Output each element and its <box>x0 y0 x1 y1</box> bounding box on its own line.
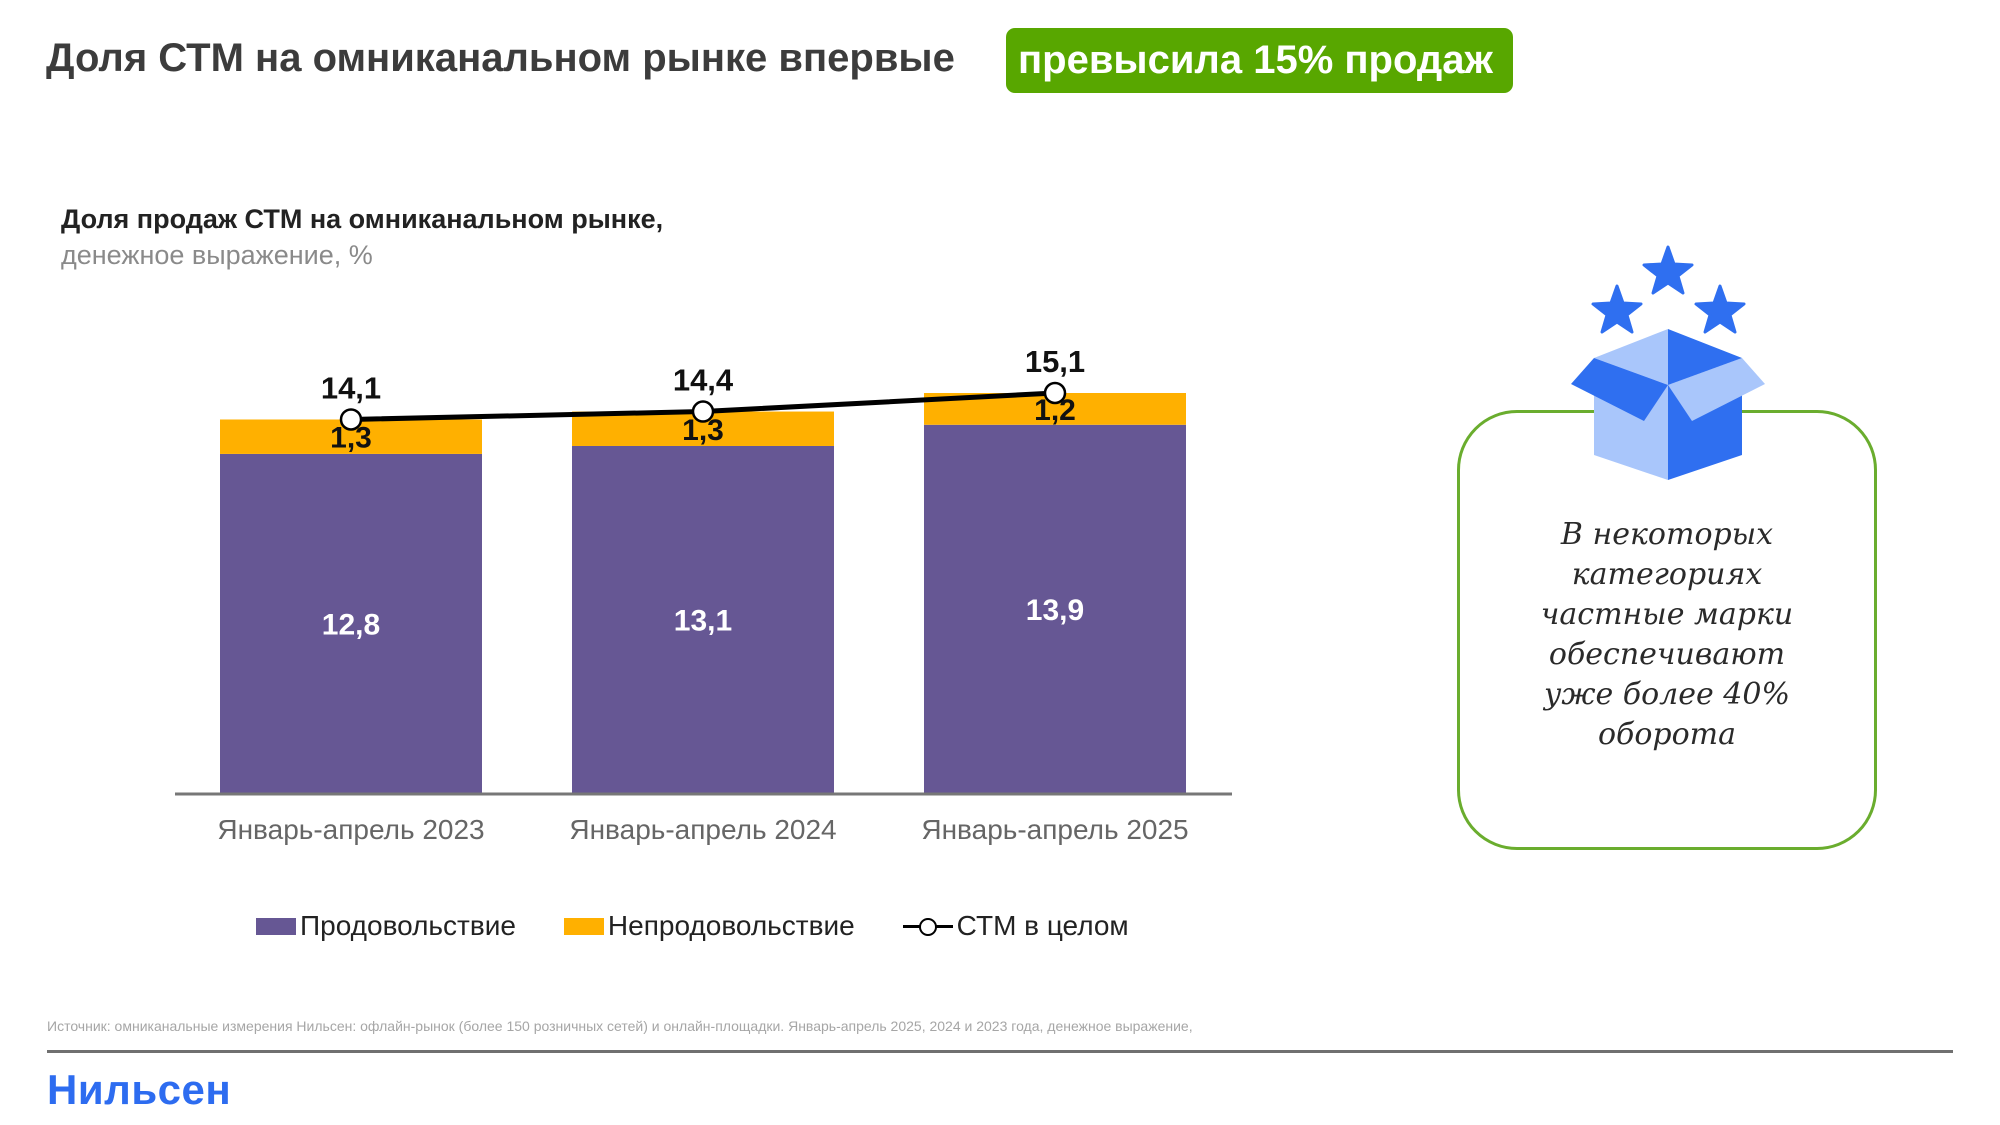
highlight-badge: превысила 15% продаж <box>1006 28 1513 93</box>
callout-line: уже более 40% <box>1544 677 1790 712</box>
star-icon <box>1694 284 1746 334</box>
legend-item-nonfood: Непродовольствие <box>563 910 855 942</box>
legend-item-total: СТМ в целом <box>902 910 1129 942</box>
data-label-nonfood: 1,3 <box>682 414 724 447</box>
legend-item-food: Продовольствие <box>256 910 516 942</box>
chart-subtitle: денежное выражение, % <box>61 240 373 270</box>
data-label-total: 14,4 <box>673 363 734 398</box>
x-tick-label: Январь-апрель 2025 <box>921 814 1188 845</box>
total-marker <box>339 408 363 431</box>
data-label-nonfood: 1,2 <box>1034 394 1076 427</box>
legend-swatch-nonfood <box>563 917 604 935</box>
callout-line: В некоторых <box>1560 517 1774 552</box>
data-label-total: 14,1 <box>321 370 381 405</box>
data-label-total: 15,1 <box>1025 344 1085 379</box>
legend-line-marker-icon <box>902 916 953 936</box>
open-box-with-stars-icon <box>1571 245 1765 480</box>
legend-label-total: СТМ в целом <box>956 910 1129 941</box>
chart-title: Доля продаж СТМ на омниканальном рынке, <box>61 204 664 234</box>
source-note: Источник: омниканальные измерения Нильсе… <box>47 1018 1193 1034</box>
data-label-food: 12,8 <box>322 608 380 641</box>
legend-label-food: Продовольствие <box>300 910 516 941</box>
legend-swatch-food <box>256 917 296 935</box>
x-tick-label: Январь-апрель 2023 <box>217 814 484 845</box>
page-title: Доля СТМ на омниканальном рынке впервые <box>46 36 955 80</box>
footer-divider <box>47 1050 1953 1053</box>
callout-line: категориях <box>1571 557 1763 592</box>
data-label-food: 13,9 <box>1026 594 1084 627</box>
x-tick-label: Январь-апрель 2024 <box>569 814 836 845</box>
star-icon <box>1591 284 1643 334</box>
callout-line: обеспечивают <box>1548 637 1786 672</box>
nielsen-logo: Нильсен <box>47 1066 232 1113</box>
legend-label-nonfood: Непродовольствие <box>607 910 855 941</box>
stacked-bar-chart: 12,8 1,3 14,1 Январь-апрель 2023 13,1 1,3 14,4… <box>175 344 1232 845</box>
data-label-nonfood: 1,3 <box>330 422 372 455</box>
callout-line: оборота <box>1597 717 1737 752</box>
total-marker <box>691 400 715 423</box>
bar-food <box>572 445 834 793</box>
total-marker <box>1043 381 1067 405</box>
bar-food <box>924 424 1186 793</box>
bar-food <box>220 453 482 793</box>
callout-text: В некоторых категориях частные марки обе… <box>1457 515 1877 755</box>
chart-legend: Продовольствие Непродовольствие СТМ в це… <box>256 908 1177 944</box>
callout-line: частные марки <box>1540 597 1794 632</box>
data-label-food: 13,1 <box>674 604 732 637</box>
star-icon <box>1642 245 1694 295</box>
